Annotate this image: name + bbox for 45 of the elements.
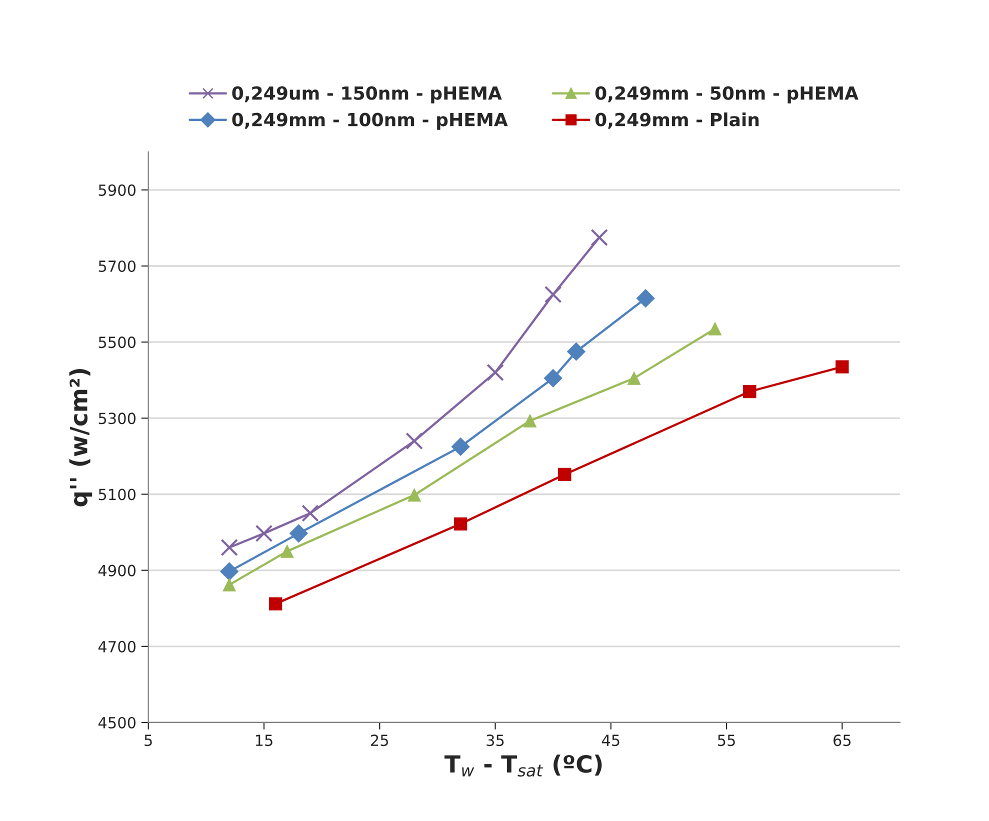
point — [406, 432, 423, 450]
x-tick-label: 15 — [256, 734, 272, 746]
point — [636, 289, 655, 308]
point — [220, 562, 238, 581]
x-tick-label: 65 — [834, 734, 851, 746]
point — [280, 544, 294, 558]
legend-label: 0,249mm - 50nm - pHEMA — [595, 86, 858, 104]
point — [743, 384, 756, 398]
point — [408, 488, 421, 502]
point — [544, 286, 562, 304]
y-axis-title: q'' (w/cm²) — [69, 368, 92, 506]
point — [836, 360, 849, 374]
y-tick-label: 5500 — [98, 336, 136, 348]
y-tick-label: 4700 — [98, 640, 136, 652]
x-tick-label: 5 — [144, 734, 152, 746]
x-tick-label: 45 — [602, 734, 620, 746]
point — [523, 414, 537, 428]
legend-label: 0,249mm - 100nm - pHEMA — [232, 112, 508, 130]
x-tick-label: 55 — [718, 734, 735, 746]
point — [454, 517, 468, 531]
legend-label: 0,249um - 150nm - pHEMA — [232, 86, 502, 104]
x-tick-label: 25 — [371, 734, 388, 746]
point — [268, 597, 282, 610]
point — [708, 322, 722, 336]
y-tick-label: 5100 — [98, 488, 136, 500]
point — [627, 372, 641, 385]
point — [222, 578, 236, 592]
point — [567, 342, 586, 361]
y-tick-label: 4500 — [98, 716, 136, 728]
y-tick-label: 4900 — [98, 564, 136, 576]
point — [590, 228, 608, 246]
y-tick-label: 5700 — [98, 260, 136, 272]
point — [289, 524, 308, 543]
point — [486, 364, 504, 382]
x-axis-title: T$_{w}$ - T$_{sat}$ (ºC) — [444, 754, 602, 777]
y-tick-label: 5300 — [98, 412, 136, 424]
legend-label: 0,249mm - Plain — [595, 112, 759, 129]
point — [451, 438, 470, 456]
point — [220, 538, 238, 556]
x-tick-label: 35 — [486, 734, 504, 746]
point — [255, 524, 273, 542]
point — [544, 369, 562, 388]
point — [558, 468, 572, 482]
y-tick-label: 5900 — [98, 184, 136, 196]
point — [302, 504, 319, 522]
